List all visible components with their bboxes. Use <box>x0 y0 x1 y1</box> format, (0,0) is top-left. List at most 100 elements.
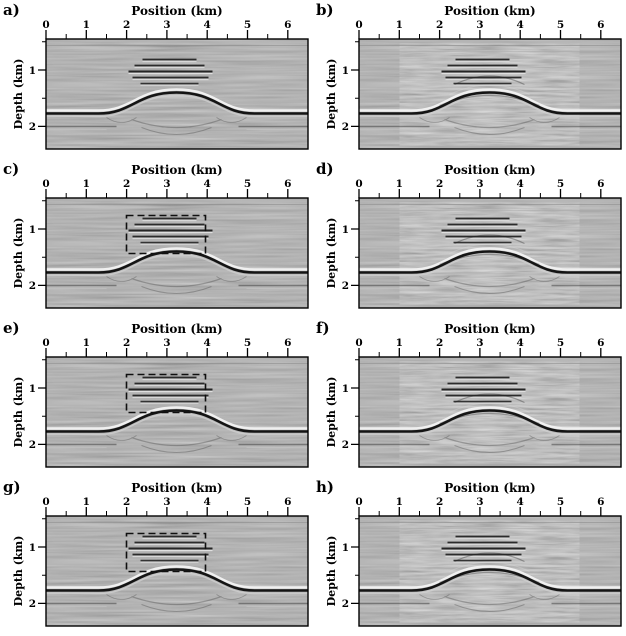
y-tick-label: 2 <box>29 121 36 133</box>
deep-reflectors <box>46 125 308 130</box>
layered-target-reflectors <box>441 535 526 563</box>
seismic-image <box>46 357 308 467</box>
x-tick-label: 3 <box>163 19 170 31</box>
y-axis-title: Depth (km) <box>325 59 338 130</box>
plot-frame <box>45 197 309 309</box>
seismic-panel-e: e) Position (km) 0 1 2 3 4 5 6 Depth (km… <box>0 318 313 477</box>
x-axis-minor-ticks <box>378 34 582 39</box>
dashed-box-annotation <box>125 373 207 414</box>
x-tick-label: 5 <box>244 496 251 508</box>
x-axis-major-ticks <box>358 189 602 198</box>
x-tick-label: 5 <box>557 337 564 349</box>
x-axis-major-ticks <box>45 507 289 516</box>
y-tick-labels: 1 2 <box>342 542 349 610</box>
x-tick-label: 5 <box>244 178 251 190</box>
deep-reflectors <box>46 443 308 448</box>
shallow-reflectors <box>46 45 308 52</box>
deep-reflectors <box>359 443 621 448</box>
x-axis-major-ticks <box>45 348 289 357</box>
seismic-panel-b: b) Position (km) 0 1 2 3 4 5 6 Depth (km… <box>313 0 626 159</box>
x-tick-label: 0 <box>42 178 49 190</box>
migration-smiles <box>106 594 247 612</box>
seismic-image <box>359 198 621 308</box>
seismic-panel-g: g) Position (km) 0 1 2 3 4 5 6 Depth (km… <box>0 477 313 636</box>
y-axis-title: Depth (km) <box>12 377 25 448</box>
shallow-reflectors <box>46 363 308 370</box>
seismic-image <box>46 516 308 626</box>
x-tick-label: 6 <box>284 178 291 190</box>
anticline-reflector <box>46 88 308 118</box>
deep-reflectors <box>46 284 308 289</box>
x-axis-title: Position (km) <box>131 481 222 495</box>
migration-smiles <box>419 276 560 294</box>
seismic-plot: Position (km) 0 1 2 3 4 5 6 Depth (km) 1… <box>325 4 622 150</box>
anticline-reflector <box>359 247 621 277</box>
y-axis-major-ticks <box>351 69 359 128</box>
shallow-reflectors <box>359 522 621 529</box>
x-axis-minor-ticks <box>378 511 582 516</box>
dashed-box-annotation <box>125 214 207 255</box>
x-tick-label: 4 <box>517 337 524 349</box>
y-axis-major-ticks <box>38 387 46 446</box>
shallow-reflectors <box>359 363 621 370</box>
x-tick-labels: 0 1 2 3 4 5 6 <box>355 178 604 190</box>
x-axis-title: Position (km) <box>444 481 535 495</box>
migration-smiles <box>106 276 247 294</box>
anticline-reflector <box>359 565 621 595</box>
plot-frame <box>45 515 309 627</box>
x-tick-label: 3 <box>476 178 483 190</box>
anticline-reflector <box>46 247 308 277</box>
y-tick-labels: 1 2 <box>342 383 349 451</box>
y-axis-title: Depth (km) <box>325 218 338 289</box>
anticline-reflector <box>46 565 308 595</box>
migration-smiles <box>419 435 560 453</box>
x-tick-label: 0 <box>42 19 49 31</box>
plot-frame <box>358 38 622 150</box>
plot-frame <box>358 197 622 309</box>
shallow-reflectors <box>46 204 308 211</box>
x-axis-title: Position (km) <box>131 163 222 177</box>
seismic-texture <box>46 39 308 149</box>
layered-target-reflectors <box>441 376 526 404</box>
y-tick-labels: 1 2 <box>29 383 36 451</box>
x-tick-label: 6 <box>597 178 604 190</box>
anticline-reflector <box>359 406 621 436</box>
y-tick-label: 2 <box>29 439 36 451</box>
x-tick-label: 1 <box>396 337 403 349</box>
seismic-plot: Position (km) 0 1 2 3 4 5 6 Depth (km) 1… <box>325 163 622 309</box>
x-axis-major-ticks <box>358 30 602 39</box>
x-tick-labels: 0 1 2 3 4 5 6 <box>355 19 604 31</box>
x-tick-label: 3 <box>163 496 170 508</box>
x-axis-title: Position (km) <box>444 322 535 336</box>
plot-frame <box>358 356 622 468</box>
deep-reflectors <box>46 602 308 607</box>
layered-target-reflectors <box>441 217 526 245</box>
extra-noise-patch <box>399 202 580 305</box>
x-axis-major-ticks <box>358 348 602 357</box>
y-axis-title: Depth (km) <box>12 218 25 289</box>
plot-frame <box>358 515 622 627</box>
x-tick-labels: 0 1 2 3 4 5 6 <box>42 19 291 31</box>
anticline-reflector <box>359 88 621 118</box>
x-axis-minor-ticks <box>65 511 269 516</box>
y-tick-label: 1 <box>342 542 349 554</box>
x-tick-label: 2 <box>436 496 443 508</box>
seismic-image <box>359 39 621 149</box>
x-axis-minor-ticks <box>378 352 582 357</box>
seismic-plot: Position (km) 0 1 2 3 4 5 6 Depth (km) 1… <box>12 4 309 150</box>
deep-reflectors <box>359 602 621 607</box>
y-tick-label: 1 <box>342 65 349 77</box>
x-tick-label: 6 <box>284 337 291 349</box>
x-tick-label: 4 <box>204 337 211 349</box>
x-tick-label: 1 <box>396 19 403 31</box>
seismic-plot: Position (km) 0 1 2 3 4 5 6 Depth (km) 1… <box>325 481 622 627</box>
x-tick-label: 1 <box>83 337 90 349</box>
seismic-panel-d: d) Position (km) 0 1 2 3 4 5 6 Depth (km… <box>313 159 626 318</box>
y-tick-labels: 1 2 <box>29 65 36 133</box>
x-axis-major-ticks <box>45 30 289 39</box>
noise-arcs <box>439 75 540 107</box>
x-tick-label: 2 <box>436 178 443 190</box>
layered-target-reflectors <box>128 58 213 86</box>
extra-noise-patch <box>399 520 580 623</box>
